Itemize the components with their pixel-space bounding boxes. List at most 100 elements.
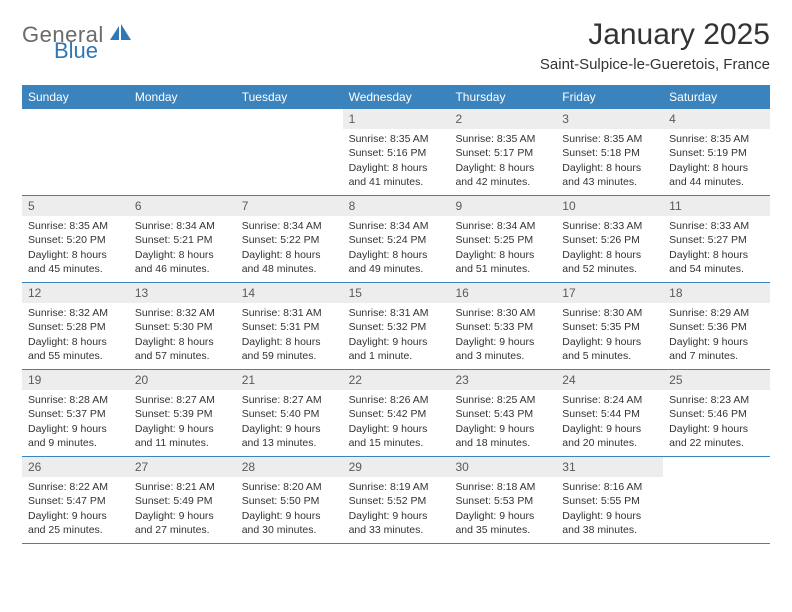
weekday-header: Saturday — [663, 85, 770, 109]
calendar-cell: 11Sunrise: 8:33 AMSunset: 5:27 PMDayligh… — [663, 196, 770, 282]
sunrise-text: Sunrise: 8:35 AM — [349, 132, 444, 146]
calendar-row: 19Sunrise: 8:28 AMSunset: 5:37 PMDayligh… — [22, 370, 770, 457]
sunset-text: Sunset: 5:21 PM — [135, 233, 230, 247]
weekday-header: Wednesday — [343, 85, 450, 109]
calendar-row: 5Sunrise: 8:35 AMSunset: 5:20 PMDaylight… — [22, 196, 770, 283]
daylight-text-line2: and 18 minutes. — [455, 436, 550, 450]
daylight-text-line2: and 44 minutes. — [669, 175, 764, 189]
sunrise-text: Sunrise: 8:33 AM — [562, 219, 657, 233]
page: General Blue January 2025 Saint-Sulpice-… — [0, 0, 792, 562]
sunset-text: Sunset: 5:44 PM — [562, 407, 657, 421]
day-number: 19 — [22, 370, 129, 390]
day-number: 21 — [236, 370, 343, 390]
calendar-cell: 23Sunrise: 8:25 AMSunset: 5:43 PMDayligh… — [449, 370, 556, 456]
sunset-text: Sunset: 5:30 PM — [135, 320, 230, 334]
daylight-text-line1: Daylight: 8 hours — [669, 248, 764, 262]
sunrise-text: Sunrise: 8:35 AM — [562, 132, 657, 146]
calendar-header-row: Sunday Monday Tuesday Wednesday Thursday… — [22, 85, 770, 109]
calendar-cell: 5Sunrise: 8:35 AMSunset: 5:20 PMDaylight… — [22, 196, 129, 282]
sunset-text: Sunset: 5:35 PM — [562, 320, 657, 334]
daylight-text-line1: Daylight: 8 hours — [135, 248, 230, 262]
sunrise-text: Sunrise: 8:24 AM — [562, 393, 657, 407]
sunset-text: Sunset: 5:16 PM — [349, 146, 444, 160]
daylight-text-line2: and 52 minutes. — [562, 262, 657, 276]
daylight-text-line2: and 55 minutes. — [28, 349, 123, 363]
calendar-body: 1Sunrise: 8:35 AMSunset: 5:16 PMDaylight… — [22, 109, 770, 544]
day-number: 25 — [663, 370, 770, 390]
sunset-text: Sunset: 5:26 PM — [562, 233, 657, 247]
daylight-text-line2: and 49 minutes. — [349, 262, 444, 276]
sunset-text: Sunset: 5:42 PM — [349, 407, 444, 421]
sunset-text: Sunset: 5:19 PM — [669, 146, 764, 160]
daylight-text-line1: Daylight: 9 hours — [562, 422, 657, 436]
daylight-text-line1: Daylight: 8 hours — [28, 248, 123, 262]
daylight-text-line1: Daylight: 8 hours — [242, 248, 337, 262]
daylight-text-line2: and 7 minutes. — [669, 349, 764, 363]
daylight-text-line1: Daylight: 8 hours — [242, 335, 337, 349]
sunrise-text: Sunrise: 8:32 AM — [28, 306, 123, 320]
calendar-cell: 27Sunrise: 8:21 AMSunset: 5:49 PMDayligh… — [129, 457, 236, 543]
sunrise-text: Sunrise: 8:21 AM — [135, 480, 230, 494]
day-number: 5 — [22, 196, 129, 216]
calendar-cell: 7Sunrise: 8:34 AMSunset: 5:22 PMDaylight… — [236, 196, 343, 282]
sunrise-text: Sunrise: 8:35 AM — [669, 132, 764, 146]
daylight-text-line2: and 5 minutes. — [562, 349, 657, 363]
sunset-text: Sunset: 5:18 PM — [562, 146, 657, 160]
daylight-text-line2: and 45 minutes. — [28, 262, 123, 276]
daylight-text-line2: and 35 minutes. — [455, 523, 550, 537]
header: General Blue January 2025 Saint-Sulpice-… — [22, 18, 770, 73]
calendar-cell: 9Sunrise: 8:34 AMSunset: 5:25 PMDaylight… — [449, 196, 556, 282]
daylight-text-line1: Daylight: 8 hours — [669, 161, 764, 175]
day-number: 10 — [556, 196, 663, 216]
daylight-text-line2: and 11 minutes. — [135, 436, 230, 450]
sunrise-text: Sunrise: 8:20 AM — [242, 480, 337, 494]
daylight-text-line2: and 25 minutes. — [28, 523, 123, 537]
calendar-cell: 3Sunrise: 8:35 AMSunset: 5:18 PMDaylight… — [556, 109, 663, 195]
sunrise-text: Sunrise: 8:35 AM — [455, 132, 550, 146]
day-number: 24 — [556, 370, 663, 390]
sunrise-text: Sunrise: 8:34 AM — [349, 219, 444, 233]
daylight-text-line2: and 54 minutes. — [669, 262, 764, 276]
day-number: 8 — [343, 196, 450, 216]
day-number: 14 — [236, 283, 343, 303]
sunset-text: Sunset: 5:31 PM — [242, 320, 337, 334]
calendar-cell: 31Sunrise: 8:16 AMSunset: 5:55 PMDayligh… — [556, 457, 663, 543]
sunset-text: Sunset: 5:52 PM — [349, 494, 444, 508]
weekday-header: Monday — [129, 85, 236, 109]
daylight-text-line2: and 13 minutes. — [242, 436, 337, 450]
calendar-cell — [663, 457, 770, 543]
day-number: 7 — [236, 196, 343, 216]
calendar-cell: 15Sunrise: 8:31 AMSunset: 5:32 PMDayligh… — [343, 283, 450, 369]
daylight-text-line2: and 30 minutes. — [242, 523, 337, 537]
daylight-text-line1: Daylight: 9 hours — [28, 509, 123, 523]
daylight-text-line2: and 41 minutes. — [349, 175, 444, 189]
sunrise-text: Sunrise: 8:19 AM — [349, 480, 444, 494]
sunset-text: Sunset: 5:37 PM — [28, 407, 123, 421]
daylight-text-line1: Daylight: 8 hours — [349, 161, 444, 175]
sunrise-text: Sunrise: 8:33 AM — [669, 219, 764, 233]
sunrise-text: Sunrise: 8:22 AM — [28, 480, 123, 494]
sunset-text: Sunset: 5:20 PM — [28, 233, 123, 247]
calendar-cell: 25Sunrise: 8:23 AMSunset: 5:46 PMDayligh… — [663, 370, 770, 456]
calendar-cell: 30Sunrise: 8:18 AMSunset: 5:53 PMDayligh… — [449, 457, 556, 543]
daylight-text-line1: Daylight: 8 hours — [455, 248, 550, 262]
daylight-text-line2: and 27 minutes. — [135, 523, 230, 537]
calendar-cell: 18Sunrise: 8:29 AMSunset: 5:36 PMDayligh… — [663, 283, 770, 369]
calendar-cell: 17Sunrise: 8:30 AMSunset: 5:35 PMDayligh… — [556, 283, 663, 369]
daylight-text-line2: and 38 minutes. — [562, 523, 657, 537]
location-text: Saint-Sulpice-le-Gueretois, France — [540, 56, 770, 73]
sunset-text: Sunset: 5:43 PM — [455, 407, 550, 421]
day-number: 30 — [449, 457, 556, 477]
daylight-text-line1: Daylight: 9 hours — [28, 422, 123, 436]
daylight-text-line2: and 20 minutes. — [562, 436, 657, 450]
day-number: 18 — [663, 283, 770, 303]
day-number: 13 — [129, 283, 236, 303]
sunset-text: Sunset: 5:50 PM — [242, 494, 337, 508]
daylight-text-line2: and 57 minutes. — [135, 349, 230, 363]
calendar-cell: 14Sunrise: 8:31 AMSunset: 5:31 PMDayligh… — [236, 283, 343, 369]
sunset-text: Sunset: 5:55 PM — [562, 494, 657, 508]
logo-text-wrap: General Blue — [22, 24, 134, 62]
sunrise-text: Sunrise: 8:34 AM — [242, 219, 337, 233]
daylight-text-line1: Daylight: 9 hours — [455, 335, 550, 349]
daylight-text-line1: Daylight: 9 hours — [242, 509, 337, 523]
